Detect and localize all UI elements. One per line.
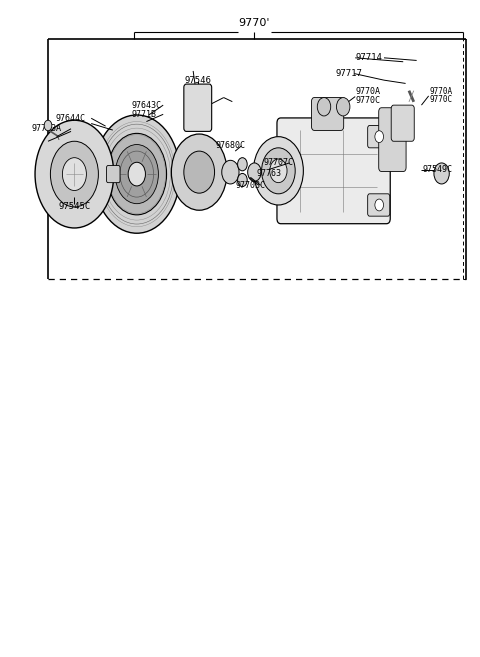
FancyBboxPatch shape	[184, 84, 212, 131]
Text: 97743A: 97743A	[31, 124, 61, 133]
Circle shape	[238, 173, 247, 187]
Text: 9770': 9770'	[239, 18, 270, 28]
Text: 97549C: 97549C	[422, 165, 452, 174]
FancyBboxPatch shape	[368, 125, 390, 148]
Text: 9771B: 9771B	[132, 110, 157, 119]
Text: 97707C: 97707C	[264, 158, 294, 168]
Circle shape	[375, 199, 384, 211]
Circle shape	[375, 131, 384, 143]
Circle shape	[44, 120, 52, 131]
Text: 97545C: 97545C	[58, 202, 91, 211]
FancyBboxPatch shape	[391, 105, 414, 141]
Text: 97643C: 97643C	[132, 101, 162, 110]
Text: 97644C: 97644C	[55, 114, 85, 123]
Circle shape	[270, 159, 287, 183]
FancyBboxPatch shape	[277, 118, 390, 223]
Circle shape	[94, 115, 180, 233]
Text: 97703C: 97703C	[235, 181, 265, 190]
Text: 9770C: 9770C	[355, 96, 380, 105]
Circle shape	[184, 151, 215, 193]
Circle shape	[107, 133, 167, 215]
FancyBboxPatch shape	[107, 166, 120, 183]
Circle shape	[222, 160, 239, 184]
Text: 9770C: 9770C	[430, 95, 453, 104]
Circle shape	[336, 97, 350, 116]
Text: 9770A: 9770A	[355, 87, 380, 97]
Circle shape	[35, 120, 114, 228]
Circle shape	[253, 137, 303, 205]
Text: 97763: 97763	[257, 169, 282, 178]
Circle shape	[248, 163, 261, 181]
Circle shape	[171, 134, 227, 210]
Circle shape	[128, 162, 145, 186]
Circle shape	[50, 141, 98, 207]
Circle shape	[115, 145, 158, 204]
FancyBboxPatch shape	[312, 97, 344, 130]
Circle shape	[262, 148, 295, 194]
FancyBboxPatch shape	[379, 108, 406, 171]
Text: 97546: 97546	[184, 76, 211, 85]
Circle shape	[317, 97, 331, 116]
Text: 97714: 97714	[355, 53, 382, 62]
Text: 97717: 97717	[336, 69, 363, 78]
FancyBboxPatch shape	[368, 194, 390, 216]
Text: 97680C: 97680C	[216, 141, 246, 150]
Circle shape	[434, 163, 449, 184]
Text: 9770A: 9770A	[430, 87, 453, 97]
Circle shape	[238, 158, 247, 171]
Circle shape	[62, 158, 86, 191]
